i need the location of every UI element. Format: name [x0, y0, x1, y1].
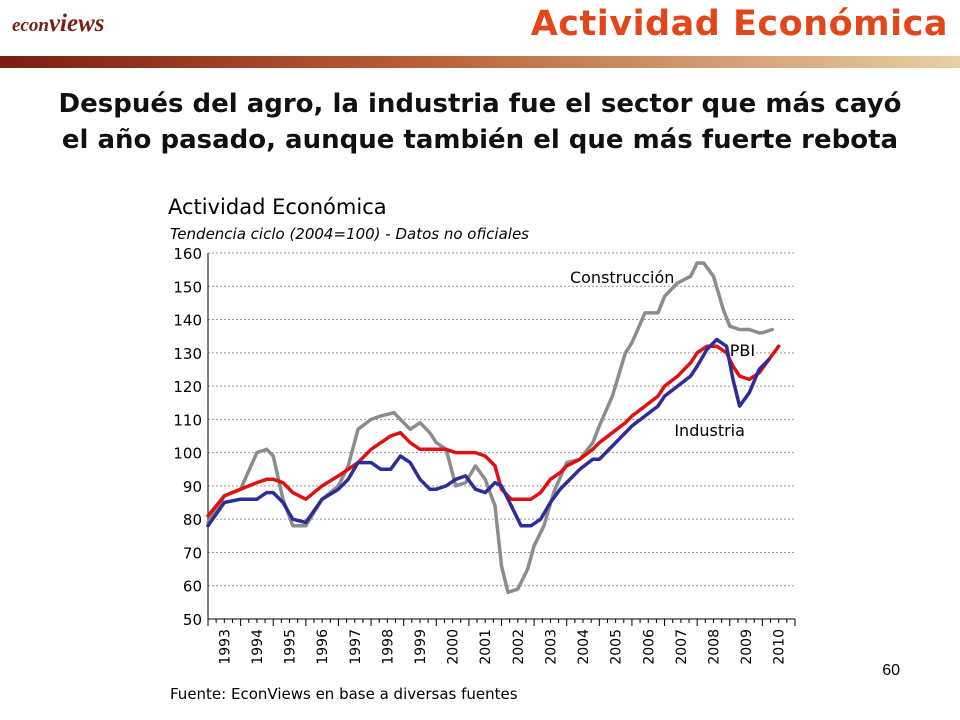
y-tick-label-60: 60: [183, 578, 202, 596]
y-tick-label-90: 90: [183, 478, 202, 496]
annotation-pbi: PBI: [730, 341, 755, 360]
chart-subtitle: Tendencia ciclo (2004=100) - Datos no of…: [170, 225, 529, 243]
y-tick-label-160: 160: [173, 245, 202, 263]
y-tick-label-130: 130: [173, 345, 202, 363]
y-tick-label-140: 140: [173, 312, 202, 330]
subtitle-line-1: Después del agro, la industria fue el se…: [58, 89, 902, 119]
page-number: 60: [882, 662, 900, 679]
annotation-industria: Industria: [674, 421, 745, 440]
y-tick-label-120: 120: [173, 378, 202, 396]
x-tick-label-1994: 1994: [250, 629, 266, 665]
econviews-logo: econviews: [12, 10, 104, 38]
x-tick-label-2003: 2003: [543, 629, 559, 665]
x-tick-label-2009: 2009: [739, 629, 755, 665]
annotation-construccion: Construcción: [570, 268, 674, 287]
y-tick-label-70: 70: [183, 544, 202, 562]
slide-subtitle: Después del agro, la industria fue el se…: [0, 86, 960, 158]
source-note: Fuente: EconViews en base a diversas fue…: [170, 685, 518, 703]
x-tick-label-2001: 2001: [478, 629, 494, 665]
x-tick-label-1995: 1995: [283, 629, 299, 665]
logo-views-text: views: [48, 10, 105, 37]
chart-title: Actividad Económica: [168, 195, 387, 219]
x-tick-label-2005: 2005: [609, 629, 625, 665]
x-tick-label-2004: 2004: [576, 629, 592, 665]
x-tick-label-2000: 2000: [446, 629, 462, 665]
logo-econ-text: econ: [12, 15, 49, 36]
subtitle-line-2: el año pasado, aunque también el que más…: [61, 125, 899, 155]
y-tick-label-110: 110: [173, 411, 202, 429]
y-tick-label-100: 100: [173, 445, 202, 463]
x-tick-label-2006: 2006: [641, 629, 657, 665]
x-tick-label-2002: 2002: [511, 629, 527, 665]
x-tick-label-2010: 2010: [772, 629, 788, 665]
x-tick-label-1996: 1996: [315, 629, 331, 665]
x-tick-label-1997: 1997: [348, 629, 364, 665]
x-tick-label-2007: 2007: [674, 629, 690, 665]
x-tick-label-1999: 1999: [413, 629, 429, 665]
x-tick-label-1998: 1998: [380, 629, 396, 665]
header-divider-bar: [0, 56, 960, 68]
x-tick-label-2008: 2008: [706, 629, 722, 665]
y-tick-label-50: 50: [183, 611, 202, 629]
x-tick-label-1993: 1993: [217, 629, 233, 665]
y-tick-label-80: 80: [183, 511, 202, 529]
header-title: Actividad Económica: [530, 4, 948, 44]
series-line-industria: [206, 337, 771, 528]
y-tick-label-150: 150: [173, 278, 202, 296]
